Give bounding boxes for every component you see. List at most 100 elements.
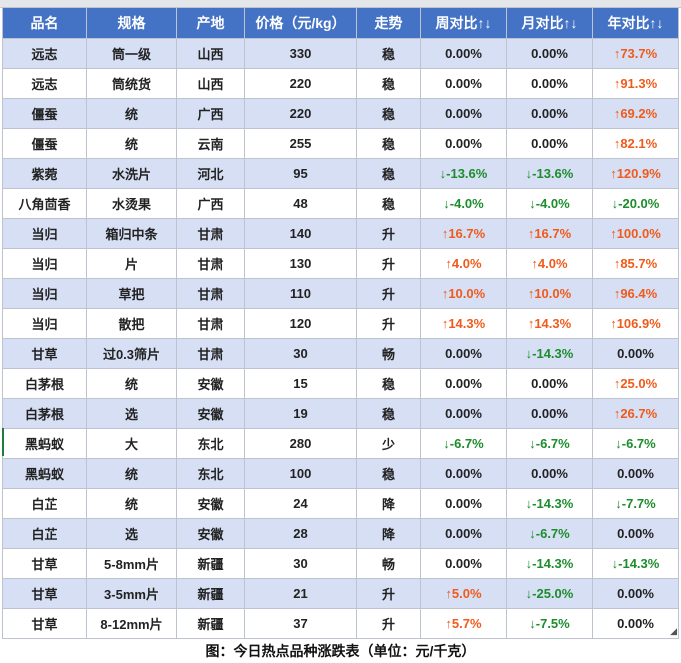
cell-price[interactable]: 220: [244, 68, 357, 99]
cell-price[interactable]: 15: [244, 368, 357, 399]
cell-name[interactable]: 白芷: [2, 518, 87, 549]
cell-spec[interactable]: 统: [86, 488, 177, 519]
cell-trend[interactable]: 升: [356, 578, 421, 609]
cell-month-change[interactable]: ↑10.0%: [506, 278, 593, 309]
cell-price[interactable]: 30: [244, 338, 357, 369]
cell-week-change[interactable]: 0.00%: [420, 398, 507, 429]
cell-name[interactable]: 僵蚕: [2, 98, 87, 129]
header-origin[interactable]: 产地: [176, 7, 245, 39]
cell-spec[interactable]: 草把: [86, 278, 177, 309]
cell-trend[interactable]: 稳: [356, 98, 421, 129]
cell-origin[interactable]: 新疆: [176, 548, 245, 579]
cell-month-change[interactable]: ↓-6.7%: [506, 518, 593, 549]
header-week-change[interactable]: 周对比↑↓: [420, 7, 507, 39]
cell-price[interactable]: 30: [244, 548, 357, 579]
cell-price[interactable]: 130: [244, 248, 357, 279]
header-year-change[interactable]: 年对比↑↓: [592, 7, 679, 39]
cell-origin[interactable]: 甘肃: [176, 248, 245, 279]
cell-month-change[interactable]: ↓-14.3%: [506, 488, 593, 519]
cell-year-change[interactable]: ↓-14.3%: [592, 548, 679, 579]
header-price[interactable]: 价格（元/kg）: [244, 7, 357, 39]
cell-price[interactable]: 28: [244, 518, 357, 549]
cell-week-change[interactable]: ↓-6.7%: [420, 428, 507, 459]
cell-trend[interactable]: 升: [356, 608, 421, 639]
cell-week-change[interactable]: 0.00%: [420, 98, 507, 129]
cell-spec[interactable]: 筒一级: [86, 38, 177, 69]
cell-origin[interactable]: 广西: [176, 188, 245, 219]
cell-name[interactable]: 当归: [2, 248, 87, 279]
cell-trend[interactable]: 少: [356, 428, 421, 459]
cell-year-change[interactable]: 0.00%: [592, 458, 679, 489]
cell-trend[interactable]: 稳: [356, 158, 421, 189]
cell-spec[interactable]: 片: [86, 248, 177, 279]
cell-year-change[interactable]: ↓-6.7%: [592, 428, 679, 459]
cell-month-change[interactable]: 0.00%: [506, 68, 593, 99]
cell-year-change[interactable]: 0.00%: [592, 608, 679, 639]
cell-name[interactable]: 白芷: [2, 488, 87, 519]
cell-name[interactable]: 八角茴香: [2, 188, 87, 219]
cell-name[interactable]: 当归: [2, 278, 87, 309]
cell-origin[interactable]: 云南: [176, 128, 245, 159]
cell-spec[interactable]: 箱归中条: [86, 218, 177, 249]
cell-year-change[interactable]: 0.00%: [592, 338, 679, 369]
cell-name[interactable]: 甘草: [2, 578, 87, 609]
cell-week-change[interactable]: 0.00%: [420, 68, 507, 99]
cell-spec[interactable]: 大: [86, 428, 177, 459]
cell-month-change[interactable]: ↓-14.3%: [506, 338, 593, 369]
cell-origin[interactable]: 广西: [176, 98, 245, 129]
cell-year-change[interactable]: ↑96.4%: [592, 278, 679, 309]
cell-origin[interactable]: 安徽: [176, 398, 245, 429]
cell-year-change[interactable]: ↑82.1%: [592, 128, 679, 159]
cell-year-change[interactable]: ↑25.0%: [592, 368, 679, 399]
cell-price[interactable]: 48: [244, 188, 357, 219]
cell-trend[interactable]: 畅: [356, 548, 421, 579]
cell-month-change[interactable]: ↑14.3%: [506, 308, 593, 339]
cell-price[interactable]: 255: [244, 128, 357, 159]
cell-name[interactable]: 甘草: [2, 608, 87, 639]
cell-month-change[interactable]: ↑4.0%: [506, 248, 593, 279]
cell-price[interactable]: 110: [244, 278, 357, 309]
cell-year-change[interactable]: ↑100.0%: [592, 218, 679, 249]
cell-price[interactable]: 330: [244, 38, 357, 69]
cell-origin[interactable]: 新疆: [176, 608, 245, 639]
cell-name[interactable]: 黑蚂蚁: [2, 428, 87, 459]
cell-trend[interactable]: 升: [356, 278, 421, 309]
cell-spec[interactable]: 8-12mm片: [86, 608, 177, 639]
cell-year-change[interactable]: ↑73.7%: [592, 38, 679, 69]
cell-week-change[interactable]: 0.00%: [420, 458, 507, 489]
cell-week-change[interactable]: 0.00%: [420, 338, 507, 369]
cell-price[interactable]: 21: [244, 578, 357, 609]
cell-price[interactable]: 19: [244, 398, 357, 429]
cell-week-change[interactable]: ↑5.7%: [420, 608, 507, 639]
cell-week-change[interactable]: 0.00%: [420, 38, 507, 69]
cell-origin[interactable]: 甘肃: [176, 308, 245, 339]
cell-origin[interactable]: 甘肃: [176, 338, 245, 369]
cell-year-change[interactable]: ↑69.2%: [592, 98, 679, 129]
cell-spec[interactable]: 筒统货: [86, 68, 177, 99]
cell-spec[interactable]: 统: [86, 458, 177, 489]
cell-year-change[interactable]: 0.00%: [592, 578, 679, 609]
cell-spec[interactable]: 统: [86, 368, 177, 399]
cell-week-change[interactable]: 0.00%: [420, 128, 507, 159]
cell-trend[interactable]: 稳: [356, 188, 421, 219]
cell-month-change[interactable]: ↓-13.6%: [506, 158, 593, 189]
cell-spec[interactable]: 选: [86, 518, 177, 549]
cell-week-change[interactable]: ↓-13.6%: [420, 158, 507, 189]
cell-price[interactable]: 280: [244, 428, 357, 459]
cell-trend[interactable]: 稳: [356, 458, 421, 489]
cell-origin[interactable]: 山西: [176, 68, 245, 99]
cell-price[interactable]: 100: [244, 458, 357, 489]
cell-week-change[interactable]: ↑14.3%: [420, 308, 507, 339]
cell-trend[interactable]: 畅: [356, 338, 421, 369]
cell-month-change[interactable]: 0.00%: [506, 368, 593, 399]
cell-price[interactable]: 95: [244, 158, 357, 189]
cell-month-change[interactable]: 0.00%: [506, 98, 593, 129]
cell-spec[interactable]: 5-8mm片: [86, 548, 177, 579]
cell-trend[interactable]: 稳: [356, 368, 421, 399]
cell-spec[interactable]: 统: [86, 98, 177, 129]
cell-year-change[interactable]: ↑85.7%: [592, 248, 679, 279]
cell-month-change[interactable]: ↓-6.7%: [506, 428, 593, 459]
cell-month-change[interactable]: 0.00%: [506, 458, 593, 489]
cell-week-change[interactable]: ↑16.7%: [420, 218, 507, 249]
cell-trend[interactable]: 稳: [356, 68, 421, 99]
